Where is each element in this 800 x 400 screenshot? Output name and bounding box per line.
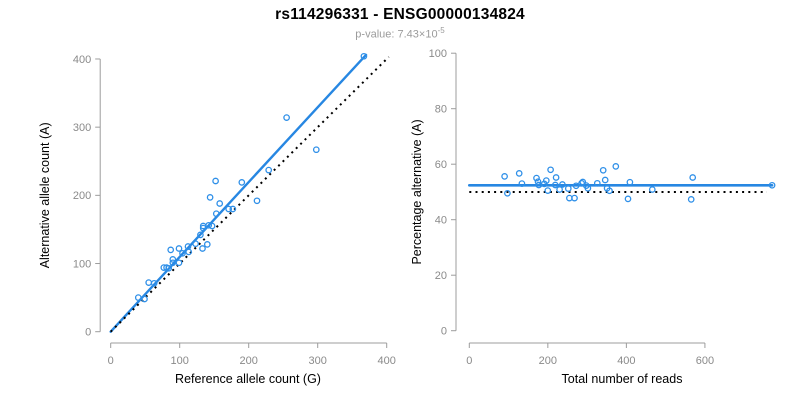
data-point: [533, 174, 540, 182]
data-point: [572, 182, 580, 190]
data-point: [141, 295, 148, 303]
data-point: [626, 178, 634, 186]
y-tick-label: 100: [429, 48, 447, 60]
x-axis-title: Reference allele count (G): [175, 372, 321, 386]
chart-subtitle: p-value: 7.43×10-5: [0, 26, 800, 41]
p-value-exponent: -5: [437, 26, 445, 35]
regression-line: [109, 53, 368, 333]
x-tick-label: 400: [378, 355, 396, 367]
data-point: [206, 194, 214, 201]
data-point: [648, 186, 656, 193]
data-point: [544, 187, 552, 194]
y-axis-title: Alternative allele count (A): [38, 122, 52, 268]
data-point: [689, 174, 697, 181]
scatter-points: [134, 52, 368, 303]
x-axis-title: Total number of reads: [562, 372, 683, 386]
data-point: [501, 173, 508, 180]
x-tick-label: 600: [696, 355, 714, 367]
y-tick-label: 400: [73, 54, 91, 66]
data-point: [169, 256, 177, 263]
identity-line: [109, 56, 390, 333]
data-point: [212, 210, 220, 218]
y-axis-title: Percentage alternative (A): [410, 119, 424, 264]
data-point: [165, 264, 173, 272]
data-point: [584, 184, 592, 192]
data-point: [179, 249, 186, 257]
data-point: [167, 246, 175, 254]
data-point: [205, 221, 213, 229]
x-tick-label: 200: [539, 355, 557, 367]
y-tick-label: 40: [435, 215, 447, 227]
data-point: [559, 181, 566, 188]
x-tick-label: 100: [171, 355, 189, 367]
data-point: [551, 181, 559, 189]
data-point: [504, 189, 511, 197]
right-scatter-panel: 0 20 40 60 80 100 0 200 400 600 Total number of re…: [410, 48, 776, 386]
data-point: [225, 205, 233, 213]
p-value-text: p-value: 7.43×10: [355, 28, 438, 41]
x-tick-label: 400: [617, 355, 635, 367]
left-scatter-panel: 0 100 200 300 400 0 100 200 300 400 Reference alle…: [38, 52, 396, 386]
y-tick-label: 20: [435, 270, 447, 282]
y-tick-label: 0: [441, 326, 447, 338]
data-point: [283, 114, 290, 121]
x-tick-label: 200: [240, 355, 258, 367]
chart-title: rs114296331 - ENSG00000134824: [275, 6, 525, 23]
data-point: [612, 163, 620, 170]
x-tick-label: 300: [309, 355, 327, 367]
y-tick-label: 0: [85, 327, 91, 339]
x-tick-label: 0: [466, 355, 472, 367]
data-point: [199, 245, 206, 252]
data-point: [687, 196, 695, 203]
y-tick-label: 100: [73, 258, 91, 270]
data-point: [175, 259, 183, 267]
data-point: [145, 279, 153, 286]
data-point: [216, 200, 224, 207]
data-point: [624, 195, 632, 203]
data-point: [768, 181, 776, 189]
data-point: [184, 243, 192, 250]
data-point: [253, 197, 261, 205]
data-point: [579, 178, 587, 186]
data-point: [571, 194, 578, 202]
data-point: [150, 279, 158, 287]
data-point: [542, 177, 550, 184]
y-tick-label: 300: [73, 122, 91, 134]
data-point: [552, 174, 560, 181]
data-point: [238, 179, 246, 186]
y-tick-label: 200: [73, 190, 91, 202]
data-point: [212, 177, 219, 185]
data-point: [556, 186, 563, 193]
y-tick-label: 60: [435, 159, 447, 171]
data-point: [192, 240, 199, 248]
data-point: [534, 178, 542, 186]
data-point: [208, 222, 216, 230]
data-point: [515, 170, 523, 177]
data-point: [229, 205, 237, 213]
data-point: [360, 52, 368, 60]
data-point: [312, 146, 320, 154]
data-point: [547, 166, 554, 174]
y-tick-label: 80: [435, 104, 447, 116]
data-point: [518, 180, 526, 187]
data-point: [564, 185, 572, 192]
data-point: [601, 176, 609, 184]
data-point: [175, 245, 183, 252]
data-point: [197, 231, 204, 239]
data-point: [265, 166, 273, 174]
scatter-points: [501, 163, 776, 203]
data-point: [606, 187, 613, 195]
data-point: [134, 294, 142, 301]
data-point: [593, 179, 601, 187]
data-point: [599, 166, 607, 174]
data-point: [199, 224, 207, 232]
data-point: [203, 241, 211, 248]
x-tick-label: 0: [108, 355, 114, 367]
data-point: [169, 259, 177, 267]
